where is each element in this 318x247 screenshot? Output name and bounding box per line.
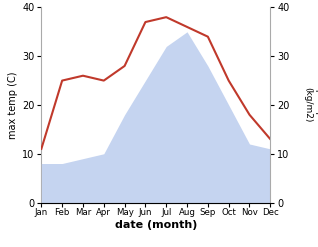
Y-axis label: max temp (C): max temp (C) <box>8 71 18 139</box>
X-axis label: date (month): date (month) <box>114 220 197 230</box>
Y-axis label: med. precipitation
(kg/m2): med. precipitation (kg/m2) <box>303 63 318 147</box>
